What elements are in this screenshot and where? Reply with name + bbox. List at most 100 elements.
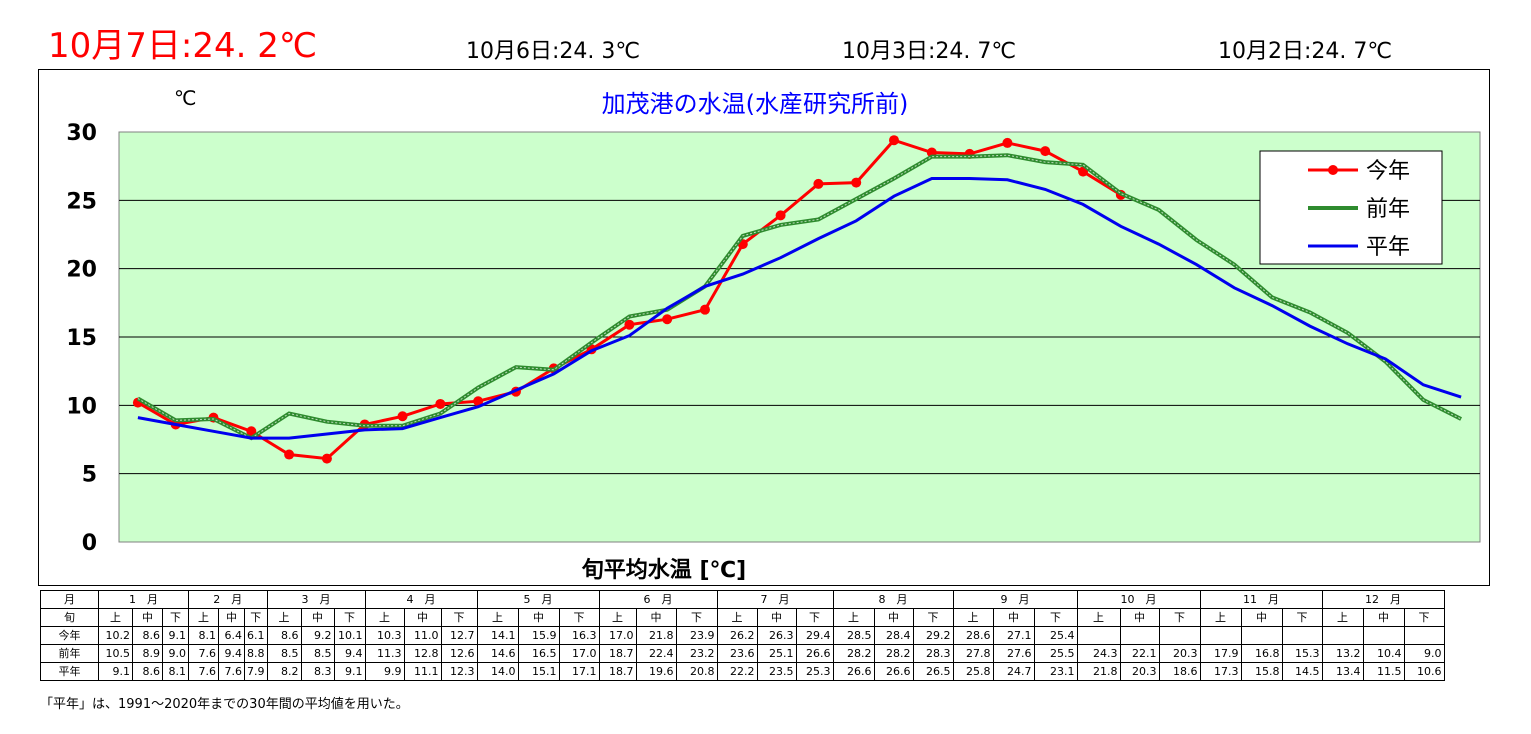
data-point-今年 bbox=[473, 396, 484, 407]
data-point-今年 bbox=[397, 411, 408, 422]
table-value-cell: 13.4 bbox=[1321, 662, 1364, 681]
table-value-cell: 22.2 bbox=[716, 662, 758, 681]
table-row-label: 今年 bbox=[40, 626, 99, 645]
table-value-cell: 8.6 bbox=[266, 626, 302, 645]
table-junk-cell: 中 bbox=[517, 608, 560, 627]
today-temperature: 10月7日:24. 2℃ bbox=[48, 26, 318, 66]
table-junk-cell: 下 bbox=[912, 608, 954, 627]
table-value-cell bbox=[1321, 626, 1364, 645]
table-junk-cell: 上 bbox=[188, 608, 219, 627]
table-junk-cell: 上 bbox=[364, 608, 405, 627]
table-value-cell: 25.5 bbox=[1033, 644, 1078, 663]
y-tick-label: 15 bbox=[66, 326, 97, 351]
data-point-今年 bbox=[284, 449, 295, 460]
table-junk-cell: 上 bbox=[98, 608, 133, 627]
chart-title: 加茂港の水温(水産研究所前) bbox=[602, 90, 909, 118]
table-junk-cell: 中 bbox=[1240, 608, 1283, 627]
table-row: 今年 10.2 8.6 9.1 8.1 6.4 6.1 8.6 9.2 10.1 10.3 11.0 1… bbox=[40, 626, 1445, 645]
table-value-cell: 7.6 bbox=[188, 644, 219, 663]
data-point-今年 bbox=[851, 177, 862, 188]
table-month-cell: 3 月 bbox=[266, 590, 366, 609]
table-junk-cell: 下 bbox=[558, 608, 600, 627]
table-value-cell: 9.4 bbox=[218, 644, 245, 663]
water-temperature-chart: 0 5 10 15 20 25 30 加茂港の水温(水産研究所前) ℃ 旬平均水温 [℃] 今年前年… bbox=[66, 86, 1481, 583]
table-value-cell: 26.3 bbox=[756, 626, 797, 645]
table-value-cell: 20.8 bbox=[675, 662, 718, 681]
table-value-cell: 10.1 bbox=[333, 626, 366, 645]
table-value-cell: 11.3 bbox=[364, 644, 405, 663]
table-junk-cell: 中 bbox=[992, 608, 1035, 627]
data-point-今年 bbox=[321, 453, 332, 464]
table-junk-cell: 上 bbox=[1321, 608, 1364, 627]
table-value-cell: 9.1 bbox=[162, 626, 189, 645]
table-junk-cell: 上 bbox=[716, 608, 758, 627]
table-value-cell: 10.3 bbox=[364, 626, 405, 645]
table-value-cell bbox=[1362, 626, 1405, 645]
table-value-cell: 24.3 bbox=[1076, 644, 1121, 663]
table-value-cell: 22.4 bbox=[635, 644, 677, 663]
table-value-cell: 8.6 bbox=[132, 626, 163, 645]
table-value-cell: 22.1 bbox=[1119, 644, 1160, 663]
table-value-cell: 17.0 bbox=[558, 644, 600, 663]
y-tick-label: 30 bbox=[66, 121, 97, 146]
table-junk-cell: 上 bbox=[1076, 608, 1121, 627]
table-value-cell: 10.6 bbox=[1403, 662, 1445, 681]
table-value-cell: 13.2 bbox=[1321, 644, 1364, 663]
table-junk-cell: 下 bbox=[1403, 608, 1445, 627]
table-value-cell: 6.1 bbox=[244, 626, 268, 645]
x-axis-label: 旬平均水温 [℃] bbox=[581, 557, 746, 583]
table-value-cell bbox=[1240, 626, 1283, 645]
table-month-cell: 2 月 bbox=[188, 590, 268, 609]
table-value-cell: 26.6 bbox=[795, 644, 834, 663]
table-junk-cell: 上 bbox=[266, 608, 302, 627]
table-value-cell: 24.7 bbox=[992, 662, 1035, 681]
table-junk-cell: 中 bbox=[1119, 608, 1160, 627]
table-value-cell: 26.6 bbox=[873, 662, 914, 681]
table-value-cell: 18.7 bbox=[598, 644, 637, 663]
table-month-cell: 7 月 bbox=[716, 590, 834, 609]
table-value-cell: 25.8 bbox=[952, 662, 994, 681]
table-junk-cell: 上 bbox=[952, 608, 994, 627]
table-value-cell: 16.3 bbox=[558, 626, 600, 645]
table-value-cell: 6.4 bbox=[218, 626, 245, 645]
table-value-cell: 10.2 bbox=[98, 626, 133, 645]
data-point-今年 bbox=[1040, 146, 1051, 157]
table-value-cell: 12.8 bbox=[403, 644, 442, 663]
data-point-今年 bbox=[624, 319, 635, 330]
table-value-cell: 7.9 bbox=[244, 662, 268, 681]
table-value-cell: 8.5 bbox=[266, 644, 302, 663]
table-value-cell: 8.9 bbox=[132, 644, 163, 663]
table-value-cell: 10.5 bbox=[98, 644, 133, 663]
y-tick-label: 10 bbox=[66, 394, 97, 419]
table-value-cell bbox=[1403, 626, 1445, 645]
table-value-cell: 28.5 bbox=[832, 626, 875, 645]
table-value-cell: 25.4 bbox=[1033, 626, 1078, 645]
table-junk-cell: 下 bbox=[1033, 608, 1078, 627]
table-value-cell: 23.2 bbox=[675, 644, 718, 663]
table-row-label: 平年 bbox=[40, 662, 99, 681]
table-row-label: 前年 bbox=[40, 644, 99, 663]
table-value-cell: 15.8 bbox=[1240, 662, 1283, 681]
table-junk-cell: 上 bbox=[476, 608, 519, 627]
table-junk-cell: 下 bbox=[675, 608, 718, 627]
table-junk-cell: 中 bbox=[218, 608, 245, 627]
table-junk-cell: 中 bbox=[873, 608, 914, 627]
table-value-cell: 15.3 bbox=[1281, 644, 1323, 663]
y-tick-label: 20 bbox=[66, 258, 97, 283]
table-junk-cell: 下 bbox=[162, 608, 189, 627]
table-value-cell: 29.4 bbox=[795, 626, 834, 645]
table-value-cell: 9.9 bbox=[364, 662, 405, 681]
table-value-cell: 17.1 bbox=[558, 662, 600, 681]
table-month-cell: 10 月 bbox=[1076, 590, 1201, 609]
table-value-cell: 23.9 bbox=[675, 626, 718, 645]
table-value-cell: 23.5 bbox=[756, 662, 797, 681]
data-point-今年 bbox=[662, 314, 673, 325]
series-line-平年 bbox=[137, 177, 1462, 440]
table-value-cell: 15.1 bbox=[517, 662, 560, 681]
table-value-cell: 20.3 bbox=[1158, 644, 1201, 663]
table-value-cell: 28.2 bbox=[873, 644, 914, 663]
footnote: 「平年」は、1991～2020年までの30年間の平均値を用いた。 bbox=[40, 697, 409, 712]
table-junk-cell: 上 bbox=[1199, 608, 1242, 627]
chart-frame: 0 5 10 15 20 25 30 加茂港の水温(水産研究所前) ℃ 旬平均水温 [℃] 今年 前年… bbox=[38, 69, 1490, 586]
table-value-cell: 29.2 bbox=[912, 626, 954, 645]
